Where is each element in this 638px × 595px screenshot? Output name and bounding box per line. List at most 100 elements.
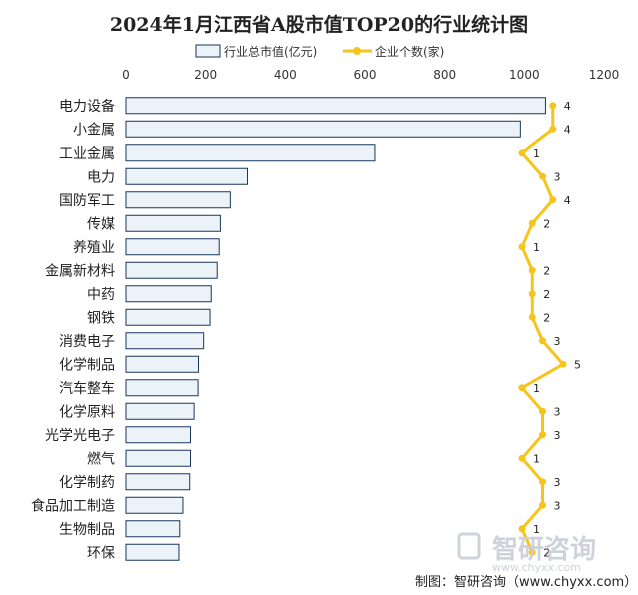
bar [125,473,191,491]
count-point [539,501,546,509]
category-label: 化学制药 [59,475,115,491]
legend: 行业总市值(亿元) 企业个数(家) [195,44,444,59]
category-label: 食品加工制造 [31,497,115,514]
count-point [539,431,546,439]
chart-title: 2024年1月江西省A股市值TOP20的行业统计图 [110,13,528,36]
count-point [528,266,536,274]
x-tick-label: 600 [354,68,377,82]
count-point [518,149,526,157]
bar [125,308,211,326]
bar [125,167,248,185]
bar [125,120,521,138]
bar [125,191,231,209]
bar [125,332,205,350]
count-data-label: 4 [564,194,571,207]
bar [125,144,376,162]
chart-credit: 制图：智研咨询（www.chyxx.com） [415,575,637,590]
count-point [518,454,526,462]
count-data-label: 3 [554,476,561,489]
legend-bar-label: 行业总市值(亿元) [224,44,317,59]
count-data-label: 3 [554,405,561,418]
count-point [539,337,546,345]
bar [125,496,184,514]
watermark-url: www.chyxx.com [492,561,581,574]
bar [125,238,220,256]
category-label: 燃气 [87,450,115,467]
count-point [518,525,526,533]
category-label: 国防军工 [59,193,115,209]
count-data-label: 1 [533,382,540,395]
bar [125,214,221,232]
count-point [539,172,546,180]
count-point [528,290,536,298]
count-data-label: 5 [574,358,581,371]
category-label: 化学原料 [59,404,115,420]
count-point [549,196,557,204]
bar [125,449,192,467]
category-label: 金属新材料 [45,263,115,279]
category-label: 传媒 [87,216,115,232]
category-label: 消费电子 [59,334,115,350]
category-label: 中药 [87,287,115,303]
category-labels: 电力设备小金属工业金属电力国防军工传媒养殖业金属新材料中药钢铁消费电子化学制品汽… [31,98,115,562]
legend-line-label: 企业个数(家) [375,44,444,59]
count-data-label: 1 [533,241,540,254]
x-axis-ticks: 0 200 400 600 800 1000 1200 [122,68,619,82]
count-data-label: 1 [533,147,540,160]
category-label: 小金属 [73,122,115,138]
watermark-brand: 智研咨询 [492,534,596,565]
count-data-label: 3 [554,429,561,442]
x-tick-label: 1000 [509,68,540,82]
count-data-label: 3 [554,499,561,512]
count-point [518,243,526,251]
bar [125,426,192,444]
count-data-label: 1 [533,452,540,465]
count-data-label: 3 [554,335,561,348]
count-point [528,548,536,556]
count-line [520,105,565,553]
count-point [539,478,546,486]
category-label: 钢铁 [87,310,115,326]
bar [125,261,218,279]
count-data-label: 4 [564,100,571,113]
bar-series [125,97,546,561]
count-point [528,313,536,321]
watermark-logo-icon [457,532,481,560]
count-point [539,407,546,415]
bar [125,97,546,115]
legend-bar-swatch [195,44,221,58]
count-point [549,102,557,110]
count-point [559,360,567,368]
x-tick-label: 200 [194,68,217,82]
category-label: 养殖业 [73,239,115,256]
count-data-label: 2 [543,264,550,277]
count-data-label: 3 [554,170,561,183]
count-point [518,384,526,392]
bar [125,543,180,561]
x-tick-label: 400 [274,68,297,82]
bar [125,379,199,397]
category-label: 化学制品 [59,357,115,373]
x-tick-label: 800 [433,68,456,82]
count-data-label: 2 [543,546,550,559]
count-point [549,125,557,133]
x-tick-label: 1200 [589,68,620,82]
legend-line-marker [353,47,361,55]
count-data-label: 2 [543,311,550,324]
category-label: 光学光电子 [45,428,115,444]
count-data-label: 4 [564,123,571,136]
category-label: 生物制品 [59,522,115,538]
x-tick-label: 0 [122,68,130,82]
count-point [528,219,536,227]
count-data-label: 2 [543,288,550,301]
count-data-label: 1 [533,523,540,536]
category-label: 工业金属 [59,146,115,162]
count-data-label: 2 [543,217,550,230]
bar [125,520,181,538]
watermark: 智研咨询 www.chyxx.com [457,532,596,574]
category-label: 环保 [87,545,115,561]
category-label: 汽车整车 [59,380,115,397]
bar [125,402,195,420]
